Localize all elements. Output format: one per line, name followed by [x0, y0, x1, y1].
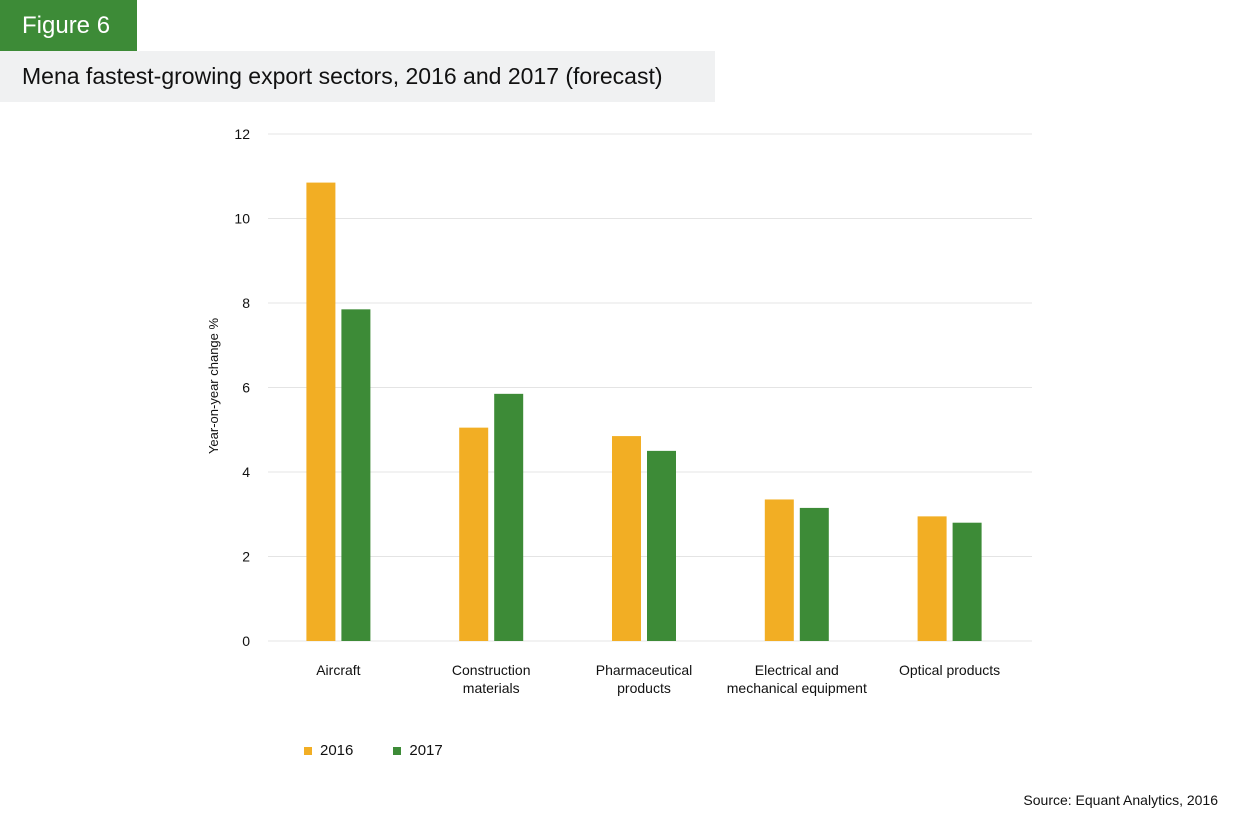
y-tick-label: 12 [234, 126, 250, 142]
source-note: Source: Equant Analytics, 2016 [1023, 792, 1218, 808]
legend: 2016 2017 [304, 742, 443, 759]
x-tick-label-line: Optical products [899, 662, 1000, 678]
bar-2016 [917, 516, 947, 641]
x-tick-label: Construction materials [452, 662, 531, 696]
x-tick-label-line: products [617, 680, 671, 696]
x-tick-label-line: materials [463, 680, 520, 696]
x-tick-label-line: Pharmaceutical [596, 662, 693, 678]
y-tick-label: 10 [234, 211, 250, 227]
y-axis-title: Year-on-year change % [206, 318, 221, 455]
y-tick-label: 6 [242, 380, 250, 396]
bar-2016 [612, 436, 641, 641]
bars [306, 182, 982, 641]
chart-title: Mena fastest-growing export sectors, 201… [0, 51, 715, 102]
legend-label: 2016 [320, 742, 354, 759]
x-tick-label: Pharmaceutical products [596, 662, 693, 696]
bar-2017 [799, 507, 829, 641]
figure-label: Figure 6 [0, 0, 137, 51]
x-tick-label: Electrical and mechanical equipment [727, 662, 867, 696]
x-tick-label: Optical products [899, 662, 1000, 678]
bar-2016 [459, 427, 489, 641]
y-tick-label: 0 [242, 633, 250, 649]
legend-item-2017: 2017 [393, 742, 443, 759]
y-axis-ticks: 0 2 4 6 8 10 12 [234, 126, 250, 649]
legend-swatch [304, 746, 312, 755]
bar-2017 [494, 393, 524, 641]
x-tick-label-line: Aircraft [316, 662, 360, 678]
x-tick-label: Aircraft [316, 662, 360, 678]
legend-item-2016: 2016 [304, 742, 353, 759]
x-tick-label-line: Electrical and [755, 662, 839, 678]
y-tick-label: 2 [242, 549, 250, 565]
y-tick-label: 4 [242, 464, 250, 480]
y-tick-label: 8 [242, 295, 250, 311]
x-axis-labels: Aircraft Construction materials Pharmaceuti… [316, 662, 1000, 696]
bar-2017 [952, 522, 982, 641]
legend-swatch [393, 746, 402, 755]
x-tick-label-line: mechanical equipment [727, 680, 867, 696]
bar-2017 [647, 450, 676, 641]
bar-2016 [306, 182, 336, 641]
legend-label: 2017 [409, 742, 443, 759]
bar-2016 [764, 499, 794, 641]
x-tick-label-line: Construction [452, 662, 531, 678]
bar-2017 [341, 309, 371, 641]
